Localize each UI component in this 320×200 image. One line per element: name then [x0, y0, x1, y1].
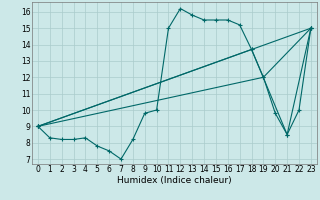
- X-axis label: Humidex (Indice chaleur): Humidex (Indice chaleur): [117, 176, 232, 185]
